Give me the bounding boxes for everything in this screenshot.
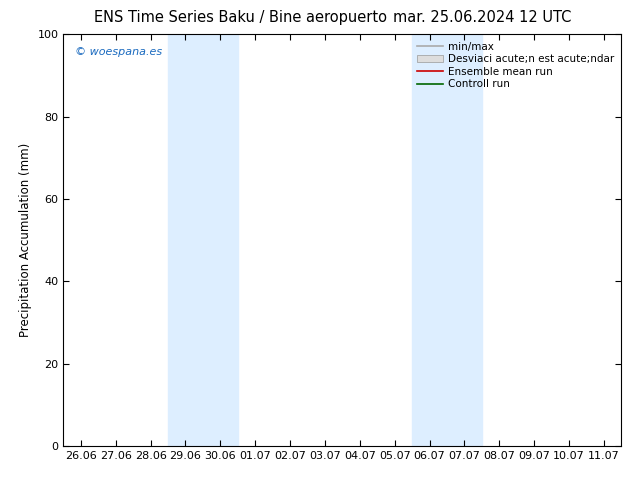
Bar <box>168 34 238 446</box>
Legend: min/max, Desviaci acute;n est acute;ndar, Ensemble mean run, Controll run: min/max, Desviaci acute;n est acute;ndar… <box>415 40 616 92</box>
Text: ENS Time Series Baku / Bine aeropuerto: ENS Time Series Baku / Bine aeropuerto <box>94 10 387 25</box>
Text: © woespana.es: © woespana.es <box>75 47 162 57</box>
Bar <box>412 34 482 446</box>
Y-axis label: Precipitation Accumulation (mm): Precipitation Accumulation (mm) <box>19 143 32 337</box>
Text: mar. 25.06.2024 12 UTC: mar. 25.06.2024 12 UTC <box>392 10 571 25</box>
